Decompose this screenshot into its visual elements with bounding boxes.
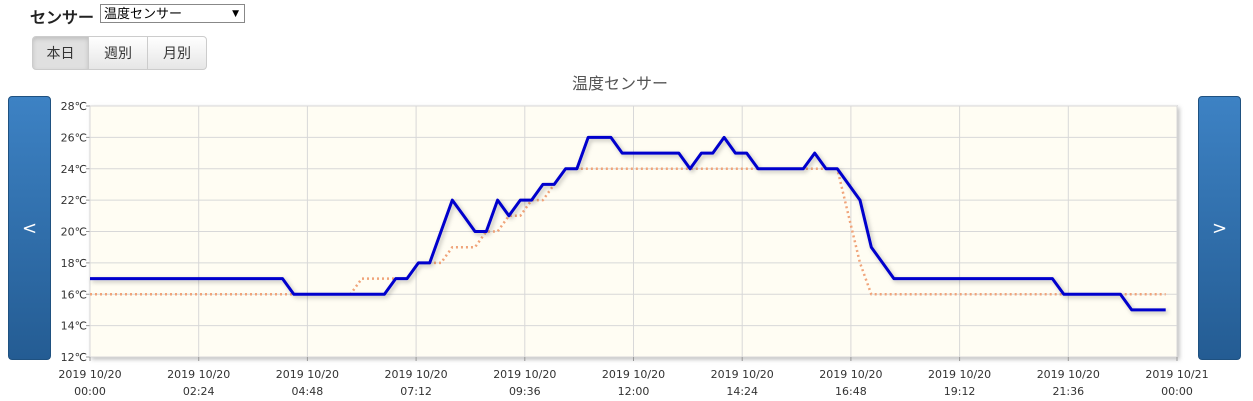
button-month[interactable]: 月別 xyxy=(147,36,207,70)
range-buttons: 本日 週別 月別 xyxy=(32,36,207,70)
series-line xyxy=(90,135,1166,312)
x-tick-label: 2019 10/20 21:36 xyxy=(1036,368,1100,398)
series-line-dotted xyxy=(90,167,1166,296)
y-tick-label: 16℃ xyxy=(61,288,87,301)
y-tick-label: 24℃ xyxy=(61,163,87,176)
y-tick-label: 20℃ xyxy=(61,226,87,239)
sensor-select[interactable]: 温度センサー ▼ xyxy=(100,4,245,23)
x-tick-label: 2019 10/20 12:00 xyxy=(601,368,666,398)
y-tick-label: 22℃ xyxy=(61,194,87,207)
x-tick-label: 2019 10/20 02:24 xyxy=(167,368,231,398)
y-tick-label: 14℃ xyxy=(61,320,87,333)
x-tick-label: 2019 10/20 14:24 xyxy=(710,368,774,398)
x-tick-label: 2019 10/21 00:00 xyxy=(1145,368,1209,398)
y-tick-label: 26℃ xyxy=(61,131,87,144)
y-tick-label: 12℃ xyxy=(61,351,87,364)
prev-button[interactable]: < xyxy=(8,96,51,360)
y-tick-label: 28℃ xyxy=(61,100,87,113)
x-tick-label: 2019 10/20 04:48 xyxy=(275,368,339,398)
x-tick-label: 2019 10/20 00:00 xyxy=(58,368,122,398)
sensor-label: センサー xyxy=(30,8,95,27)
button-week[interactable]: 週別 xyxy=(88,36,148,70)
x-tick-label: 2019 10/20 09:36 xyxy=(493,368,557,398)
x-tick-label: 2019 10/20 19:12 xyxy=(927,368,992,398)
x-tick-label: 2019 10/20 16:48 xyxy=(819,368,883,398)
select-text: 温度センサー xyxy=(104,7,183,22)
chart-title: 温度センサー xyxy=(572,74,668,93)
select-arrow: ▼ xyxy=(232,9,239,19)
x-tick-label: 2019 10/20 07:12 xyxy=(384,368,448,398)
next-button[interactable]: > xyxy=(1198,96,1241,360)
y-tick-label: 18℃ xyxy=(61,257,87,270)
